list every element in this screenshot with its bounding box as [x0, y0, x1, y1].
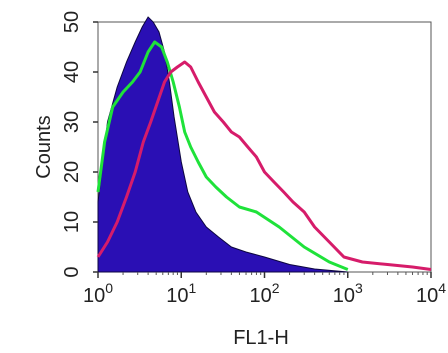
y-tick-label-40: 40	[61, 61, 83, 83]
y-tick-label-10: 10	[61, 211, 83, 233]
series-2-outline-histogram	[96, 60, 432, 271]
x-tick-label-1000: 103	[333, 280, 363, 307]
series-layer	[96, 16, 432, 273]
x-tick-label-10000: 104	[416, 280, 446, 307]
x-tick-label-100: 102	[249, 280, 279, 307]
y-tick-label-0: 0	[61, 266, 83, 277]
y-tick-label-50: 50	[61, 11, 83, 33]
x-axis-title: FL1-H	[233, 327, 289, 349]
y-tick-label-20: 20	[61, 161, 83, 183]
series-1-outline-histogram	[96, 40, 349, 271]
series-0-filled-histogram	[97, 16, 348, 273]
y-axis-title: Counts	[33, 115, 55, 178]
y-tick-label-30: 30	[61, 111, 83, 133]
x-tick-label-10: 101	[166, 280, 196, 307]
axis-layer: 0 10 20 30 40 50 100 101 102 103 104	[61, 11, 446, 307]
x-tick-label-1: 100	[83, 280, 113, 307]
